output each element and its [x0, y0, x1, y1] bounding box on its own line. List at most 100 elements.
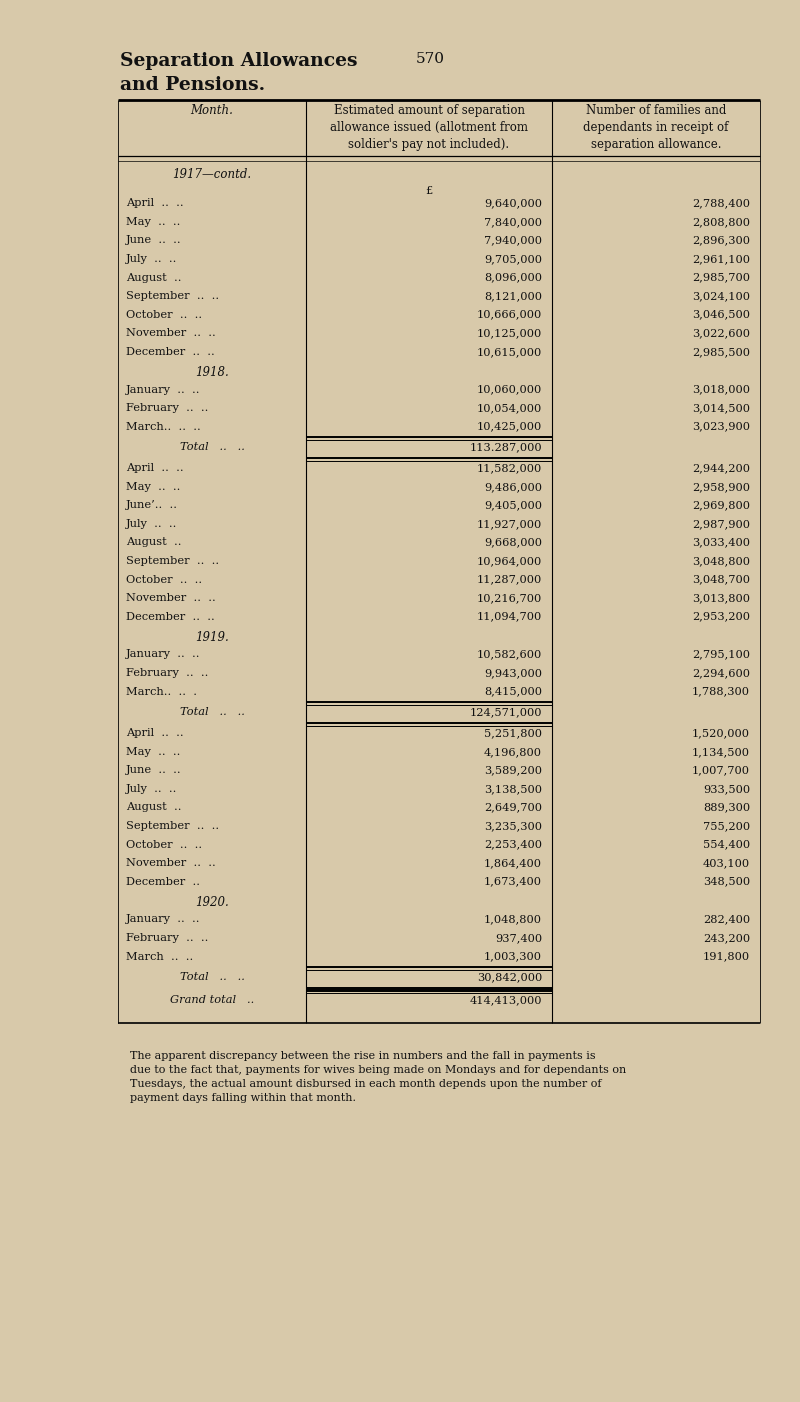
Text: 8,121,000: 8,121,000 [484, 292, 542, 301]
Text: 3,048,700: 3,048,700 [692, 575, 750, 585]
Text: September  ..  ..: September .. .. [126, 292, 219, 301]
Text: January  ..  ..: January .. .. [126, 649, 201, 659]
Text: 2,808,800: 2,808,800 [692, 217, 750, 227]
Text: 3,018,000: 3,018,000 [692, 384, 750, 394]
Text: 2,985,700: 2,985,700 [692, 272, 750, 283]
Text: Total   ..   ..: Total .. .. [179, 707, 245, 718]
Text: Grand total   ..: Grand total .. [170, 995, 254, 1005]
Text: 11,287,000: 11,287,000 [477, 575, 542, 585]
Text: 2,958,900: 2,958,900 [692, 482, 750, 492]
Text: 243,200: 243,200 [703, 932, 750, 944]
Text: 554,400: 554,400 [703, 840, 750, 850]
Text: 2,987,900: 2,987,900 [692, 519, 750, 529]
Text: 3,235,300: 3,235,300 [484, 822, 542, 831]
Text: 10,615,000: 10,615,000 [477, 346, 542, 356]
Text: Number of families and
dependants in receipt of
separation allowance.: Number of families and dependants in rec… [583, 104, 729, 151]
Text: 8,415,000: 8,415,000 [484, 687, 542, 697]
Text: 9,640,000: 9,640,000 [484, 198, 542, 209]
Text: 2,985,500: 2,985,500 [692, 346, 750, 356]
Text: 2,294,600: 2,294,600 [692, 667, 750, 679]
Text: July  ..  ..: July .. .. [126, 519, 178, 529]
Text: May  ..  ..: May .. .. [126, 217, 180, 227]
Text: Separation Allowances: Separation Allowances [120, 52, 358, 70]
Text: 2,969,800: 2,969,800 [692, 501, 750, 510]
Text: 3,589,200: 3,589,200 [484, 765, 542, 775]
Text: 570: 570 [415, 52, 445, 66]
Text: 1,864,400: 1,864,400 [484, 858, 542, 868]
Text: 3,024,100: 3,024,100 [692, 292, 750, 301]
Text: 10,054,000: 10,054,000 [477, 402, 542, 414]
Text: 1,134,500: 1,134,500 [692, 747, 750, 757]
Text: 191,800: 191,800 [703, 952, 750, 962]
Text: May  ..  ..: May .. .. [126, 482, 180, 492]
Text: January  ..  ..: January .. .. [126, 914, 201, 924]
Text: 10,582,600: 10,582,600 [477, 649, 542, 659]
Text: 11,927,000: 11,927,000 [477, 519, 542, 529]
Text: July  ..  ..: July .. .. [126, 254, 178, 264]
Text: 11,582,000: 11,582,000 [477, 463, 542, 474]
Text: 2,253,400: 2,253,400 [484, 840, 542, 850]
Text: 1,788,300: 1,788,300 [692, 687, 750, 697]
Text: 2,953,200: 2,953,200 [692, 611, 750, 621]
Text: 755,200: 755,200 [703, 822, 750, 831]
Text: August  ..: August .. [126, 802, 182, 812]
Text: January  ..  ..: January .. .. [126, 384, 201, 394]
Text: December  ..  ..: December .. .. [126, 346, 214, 356]
Text: December  ..: December .. [126, 876, 200, 886]
Text: 10,964,000: 10,964,000 [477, 557, 542, 566]
Text: Total   ..   ..: Total .. .. [179, 442, 245, 453]
Text: 3,138,500: 3,138,500 [484, 784, 542, 794]
Text: February  ..  ..: February .. .. [126, 402, 208, 414]
Text: March..  ..  .: March.. .. . [126, 687, 197, 697]
Text: 124,571,000: 124,571,000 [470, 707, 542, 718]
Text: Month.: Month. [190, 104, 234, 116]
Text: 3,048,800: 3,048,800 [692, 557, 750, 566]
Text: September  ..  ..: September .. .. [126, 557, 219, 566]
Text: 1919.: 1919. [195, 631, 229, 645]
Text: 1,007,700: 1,007,700 [692, 765, 750, 775]
Text: 3,023,900: 3,023,900 [692, 422, 750, 432]
Text: 1918.: 1918. [195, 366, 229, 380]
Text: 2,649,700: 2,649,700 [484, 802, 542, 812]
Text: October  ..  ..: October .. .. [126, 840, 202, 850]
Text: June’..  ..: June’.. .. [126, 501, 178, 510]
Text: 113.287,000: 113.287,000 [470, 442, 542, 453]
Text: 10,666,000: 10,666,000 [477, 310, 542, 320]
Text: November  ..  ..: November .. .. [126, 593, 216, 603]
Text: 3,033,400: 3,033,400 [692, 537, 750, 547]
Text: March  ..  ..: March .. .. [126, 952, 194, 962]
Text: August  ..: August .. [126, 272, 182, 283]
Text: October  ..  ..: October .. .. [126, 575, 202, 585]
Text: 10,060,000: 10,060,000 [477, 384, 542, 394]
Text: 10,425,000: 10,425,000 [477, 422, 542, 432]
Text: 403,100: 403,100 [703, 858, 750, 868]
Text: April  ..  ..: April .. .. [126, 728, 184, 739]
Text: 30,842,000: 30,842,000 [477, 972, 542, 983]
Text: 3,046,500: 3,046,500 [692, 310, 750, 320]
Text: 2,896,300: 2,896,300 [692, 236, 750, 245]
Text: February  ..  ..: February .. .. [126, 667, 208, 679]
Text: May  ..  ..: May .. .. [126, 747, 180, 757]
Text: 3,014,500: 3,014,500 [692, 402, 750, 414]
Text: Total   ..   ..: Total .. .. [179, 972, 245, 983]
Text: 282,400: 282,400 [703, 914, 750, 924]
Text: April  ..  ..: April .. .. [126, 463, 184, 474]
Text: The apparent discrepancy between the rise in numbers and the fall in payments is: The apparent discrepancy between the ris… [130, 1052, 626, 1103]
Text: 9,405,000: 9,405,000 [484, 501, 542, 510]
Text: 9,486,000: 9,486,000 [484, 482, 542, 492]
Text: 9,705,000: 9,705,000 [484, 254, 542, 264]
Text: December  ..  ..: December .. .. [126, 611, 214, 621]
Text: 933,500: 933,500 [703, 784, 750, 794]
Text: £: £ [426, 186, 433, 196]
Text: 7,940,000: 7,940,000 [484, 236, 542, 245]
Text: June  ..  ..: June .. .. [126, 765, 182, 775]
Text: April  ..  ..: April .. .. [126, 198, 184, 209]
Text: 9,668,000: 9,668,000 [484, 537, 542, 547]
Text: 8,096,000: 8,096,000 [484, 272, 542, 283]
Text: 4,196,800: 4,196,800 [484, 747, 542, 757]
Text: 937,400: 937,400 [495, 932, 542, 944]
Text: 5,251,800: 5,251,800 [484, 728, 542, 739]
Text: November  ..  ..: November .. .. [126, 328, 216, 338]
Text: September  ..  ..: September .. .. [126, 822, 219, 831]
Text: 2,788,400: 2,788,400 [692, 198, 750, 209]
